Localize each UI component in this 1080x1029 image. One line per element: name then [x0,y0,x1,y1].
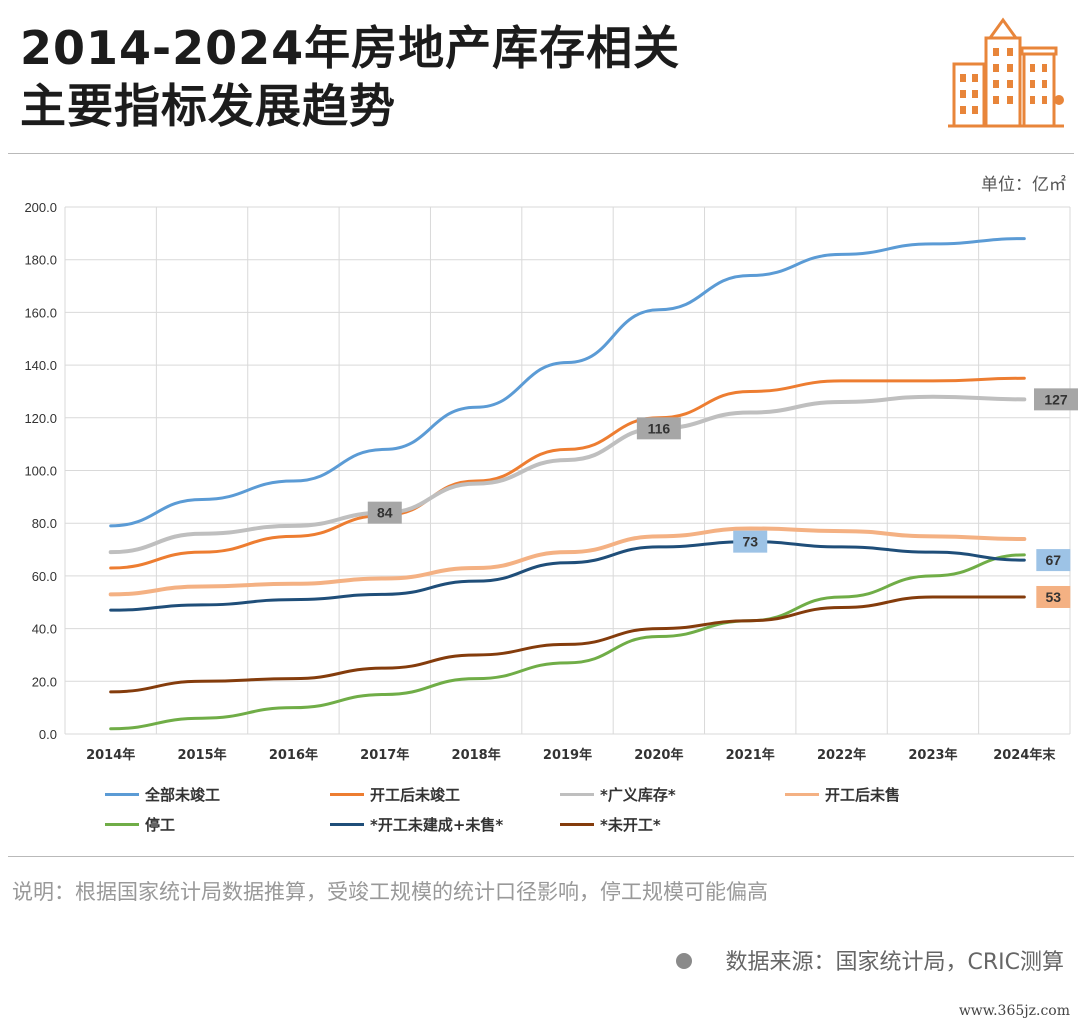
footer-divider [8,856,1074,857]
legend-swatch [105,793,139,796]
legend-label: *广义库存* [600,786,676,804]
data-label-text: 67 [1046,552,1062,568]
legend-label: 全部未竣工 [145,786,221,804]
legend-item: *开工未建成+未售* [330,814,503,835]
y-tick-label: 0.0 [39,727,57,742]
watermark-url: www.365jz.com [958,1003,1070,1019]
y-tick-label: 120.0 [24,411,57,426]
legend-item: 停工 [105,814,175,835]
x-tick-label: 2022年 [817,747,866,763]
data-label-text: 127 [1044,391,1068,407]
legend-item: *未开工* [560,814,661,835]
x-tick-label: 2017年 [360,747,409,763]
legend-item: 全部未竣工 [105,784,220,805]
x-tick-label: 2014年 [86,747,135,763]
data-label: 73 [733,530,768,553]
y-tick-label: 60.0 [32,569,57,584]
y-tick-label: 40.0 [32,622,57,637]
y-tick-label: 100.0 [24,464,57,479]
legend-label: 开工后未竣工 [370,786,461,804]
bullet-icon [675,953,692,969]
footnote: 说明：根据国家统计局数据推算，受竣工规模的统计口径影响，停工规模可能偏高 [12,880,768,904]
x-tick-label: 2020年 [634,747,683,763]
x-tick-label: 2021年 [726,747,775,763]
data-label-box [367,501,402,524]
series-line [108,526,1027,597]
unit-label: 单位：亿㎡ [981,175,1066,195]
data-label: 67 [1036,549,1071,572]
x-tick-label: 2015年 [177,747,226,763]
legend-label: *开工未建成+未售* [370,816,504,834]
source-text: 数据来源：国家统计局，CRIC测算 [725,950,1065,975]
legend-swatch [330,823,364,826]
legend-swatch [330,793,364,796]
x-tick-label: 2016年 [269,747,318,763]
y-tick-label: 80.0 [32,516,57,531]
legend-swatch [785,793,819,796]
series-line [109,376,1026,570]
source-line: 数据来源：国家统计局，CRIC测算 [675,944,1065,976]
chart-title-line2: 主要指标发展趋势 [20,79,396,133]
legend-item: 开工后未竣工 [330,784,460,805]
series-line [109,553,1026,731]
data-label: 116 [636,417,681,440]
data-label-box [733,530,768,553]
y-tick-label: 140.0 [24,358,57,373]
x-tick-label: 2018年 [452,747,501,763]
data-label-box [636,417,681,440]
chart-legend: 全部未竣工 开工后未竣工 *广义库存* 开工后未售停工 *开工未建成+未售* *未开工* [0,784,1080,840]
city-buildings-icon [948,17,1064,128]
data-label-text: 53 [1046,589,1062,605]
series-line [109,540,1026,612]
y-tick-label: 180.0 [24,253,57,268]
line-chart: 0.0 20.0 40.0 60.0 80.0 100.0 120.0 140.0 160.0 1… [24,200,1078,763]
header-divider [8,153,1074,154]
data-label-text: 116 [648,420,671,436]
y-tick-label: 200.0 [24,200,57,215]
data-label: 53 [1036,585,1071,608]
legend-label: *未开工* [600,816,661,834]
x-tick-label: 2019年 [543,747,592,763]
data-label-box [1036,585,1071,608]
data-label-text: 73 [742,534,758,550]
legend-item: 开工后未售 [785,784,900,805]
data-label: 84 [367,501,402,524]
y-tick-label: 20.0 [32,674,57,689]
series-line [109,595,1026,694]
y-tick-label: 160.0 [24,305,57,320]
data-label-box [1034,388,1078,411]
legend-label: 停工 [145,816,176,834]
series-line [109,237,1026,528]
series-line [108,394,1027,555]
legend-swatch [105,823,139,826]
chart-title-line1: 2014-2024年房地产库存相关 [20,21,681,75]
legend-swatch [560,823,594,826]
data-label-text: 84 [377,505,393,521]
data-label-box [1036,549,1071,572]
x-tick-label: 2023年 [908,747,957,763]
legend-label: 开工后未售 [825,786,901,804]
legend-item: *广义库存* [560,784,676,805]
data-label: 127 [1034,388,1078,411]
legend-swatch [560,793,594,796]
x-tick-label: 2024年末 [993,747,1056,763]
